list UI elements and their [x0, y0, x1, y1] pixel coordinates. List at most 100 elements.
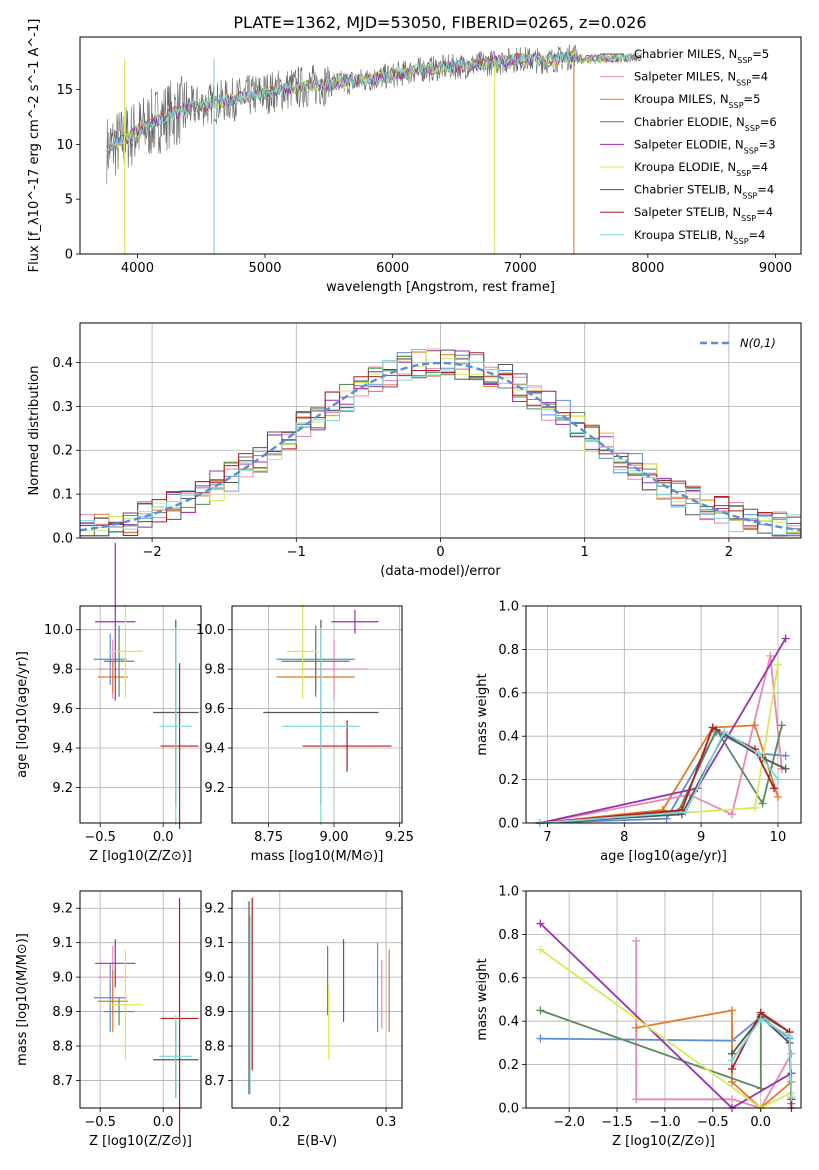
y-tick-label: 9.8: [204, 663, 225, 678]
y-tick-label: 9.1: [52, 936, 73, 951]
x-tick-label: 10: [770, 830, 787, 845]
weight-marker: [773, 792, 782, 801]
y-tick-label: 0: [65, 248, 73, 263]
y-tick-label: 9.1: [204, 936, 225, 951]
z_mass-axes: [80, 891, 201, 1108]
legend-subscript: SSP: [744, 146, 759, 155]
legend-subscript: SSP: [737, 56, 752, 65]
y-tick-label: 8.7: [204, 1074, 225, 1089]
x-tick-label: 5000: [248, 261, 281, 276]
weight-marker: [728, 1056, 737, 1065]
y-tick-label: 0.8: [498, 928, 519, 943]
x-tick-label: 6000: [376, 261, 409, 276]
y-tick-label: 9.6: [52, 702, 73, 717]
weight-line-salpeter_miles: [539, 655, 783, 824]
weight-marker: [708, 723, 717, 732]
age_weight-frame: 7 8 9 10 0.0 0.2 0.4 0.6 0.8 1.0: [498, 600, 802, 845]
ebv_mass-frame: 0.2 0.3 8.7 8.8 8.9 9.0 9.1 9.2: [204, 890, 403, 1130]
legend-suffix: =4: [751, 160, 768, 174]
x-tick-label: 1: [581, 545, 589, 560]
legend-suffix: =4: [757, 183, 774, 197]
legend-suffix: =4: [749, 228, 766, 242]
x-tick-label: 9: [697, 830, 705, 845]
legend-entry: Salpeter STELIB, NSSP=4: [634, 205, 773, 223]
y-tick-label: 0.2: [498, 1058, 519, 1073]
legend-entry: Kroupa ELODIE, NSSP=4: [634, 160, 768, 178]
y-tick-label: 8.8: [204, 1040, 225, 1055]
y-tick-label: 9.6: [204, 702, 225, 717]
residuals-x-label: (data-model)/error: [380, 564, 501, 579]
y-tick-label: 0.1: [52, 488, 73, 503]
legend-entry: Chabrier MILES, NSSP=5: [634, 47, 769, 65]
x-tick-label: −2: [143, 545, 162, 560]
x-tick-label: −0.5: [84, 1115, 116, 1130]
legend-entry: Kroupa MILES, NSSP=5: [634, 92, 760, 110]
panels-group: Chabrier MILES, NSSP=5 Salpeter MILES, NS…: [15, 19, 802, 1149]
axes-frame: [231, 890, 403, 1109]
y-tick-label: 8.9: [52, 1005, 73, 1020]
z_mass-errorbars: [93, 897, 199, 1139]
y-tick-label: 8.7: [52, 1074, 73, 1089]
weight-marker: [728, 1006, 737, 1015]
z_mass-y-label: mass [log10(M/M⊙)]: [15, 933, 30, 1066]
z_age-axes: [80, 606, 201, 823]
y-tick-label: 9.2: [204, 781, 225, 796]
weight-marker: [536, 1006, 545, 1015]
mass_age-errorbars: [263, 604, 392, 825]
histogram-kroupa_stelib: [79, 357, 801, 538]
y-tick-label: 0.0: [52, 532, 73, 547]
x-tick-label: 9.00: [320, 830, 349, 845]
mass_age-x-label: mass [log10(M/M⊙)]: [251, 849, 384, 864]
weight-marker: [536, 919, 545, 928]
ebv_mass-x-label: E(B-V): [297, 1134, 337, 1149]
data-spectrum-line: [106, 44, 577, 185]
y-tick-label: 10: [56, 138, 73, 153]
y-tick-label: 1.0: [498, 600, 519, 615]
weight-marker: [787, 1049, 796, 1058]
ebv_mass-errorbars: [248, 897, 390, 1095]
y-tick-label: 9.4: [52, 742, 73, 757]
z_age-frame: −0.5 0.0 9.2 9.4 9.6 9.8 10.0: [44, 605, 202, 845]
weight-marker: [754, 749, 763, 758]
x-tick-label: −0.5: [84, 830, 116, 845]
x-tick-label: 0.0: [153, 1115, 174, 1130]
weight-marker: [720, 727, 729, 736]
legend-suffix: =5: [752, 47, 769, 61]
weight-marker: [632, 936, 641, 945]
age_weight-axes: [526, 605, 801, 824]
weight-marker: [632, 1023, 641, 1032]
z_weight-frame: −2.0 −1.5 −1.0 −0.5 0.0 0.0 0.2 0.4 0.6 0.8 1.0: [498, 885, 802, 1130]
legend-suffix: =6: [760, 115, 777, 129]
legend-subscript: SSP: [734, 236, 749, 245]
normal-legend-label: N(0,1): [740, 336, 776, 350]
legend-subscript: SSP: [745, 123, 760, 132]
y-tick-label: 0.4: [498, 730, 519, 745]
age_weight-lines: [535, 634, 790, 827]
x-tick-label: −1.0: [649, 1115, 681, 1130]
y-tick-label: 9.0: [52, 971, 73, 986]
y-tick-label: 9.2: [204, 902, 225, 917]
x-tick-label: 0.3: [376, 1115, 397, 1130]
residuals-y-label: Normed distribution: [27, 366, 42, 496]
x-tick-label: 0.2: [269, 1115, 290, 1130]
age_weight-x-label: age [log10(age/yr)]: [600, 849, 727, 864]
y-tick-label: 9.8: [52, 663, 73, 678]
y-tick-label: 0.8: [498, 643, 519, 658]
axes-frame: [525, 890, 802, 1109]
x-tick-label: −0.5: [697, 1115, 729, 1130]
y-tick-label: 0.2: [52, 444, 73, 459]
weight-marker: [777, 721, 786, 730]
residual-histograms: [79, 348, 802, 538]
legend-subscript: SSP: [736, 169, 751, 178]
weight-marker: [758, 799, 767, 808]
weight-marker: [781, 751, 790, 760]
y-tick-label: 8.9: [204, 1005, 225, 1020]
y-tick-label: 0.4: [52, 356, 73, 371]
model-spectrum-kroupa_stelib: [106, 49, 642, 155]
y-tick-label: 0.6: [498, 971, 519, 986]
weight-marker: [632, 1095, 641, 1104]
x-tick-label: 2: [725, 545, 733, 560]
weight-line-salpeter_elodie: [539, 638, 787, 824]
y-tick-label: 10.0: [44, 623, 73, 638]
